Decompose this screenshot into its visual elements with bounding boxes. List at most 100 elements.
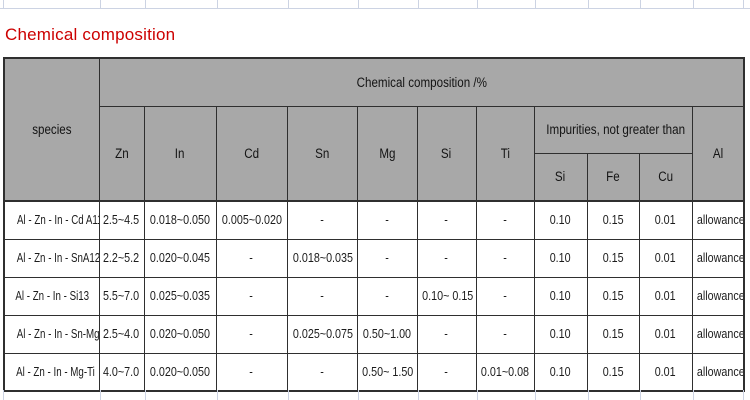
header-si: Si <box>416 105 477 202</box>
spreadsheet-gridline <box>288 0 289 8</box>
header-row-elements: Zn In Cd Sn Mg Si Ti Impurities, not gre… <box>4 105 745 202</box>
header-text: Fe <box>606 169 620 185</box>
cell-imp-si: 0.10 <box>533 200 588 240</box>
header-cd: Cd <box>215 105 288 202</box>
cell-text: 0.005~0.020 <box>221 213 282 228</box>
cell-text: Al - Zn - In - SnA12 <box>16 251 99 265</box>
spreadsheet-gridline <box>693 0 694 8</box>
cell-mg: - <box>356 200 418 240</box>
spreadsheet-gridlines-top <box>0 0 750 9</box>
cell-text: - <box>385 213 389 228</box>
cell-text: allowance <box>696 289 745 303</box>
cell-text: - <box>320 213 324 228</box>
header-imp-fe: Fe <box>586 152 640 202</box>
header-text: species <box>32 122 72 137</box>
cell-text: 4.0~7.0 <box>103 364 140 379</box>
cell-text: 0.020~0.045 <box>149 251 211 265</box>
header-mg: Mg <box>356 105 418 202</box>
header-text: In <box>175 145 185 161</box>
cell-imp-cu: 0.01 <box>638 200 693 240</box>
cell-si: - <box>416 352 477 392</box>
cell-text: 0.10 <box>550 327 571 341</box>
header-species: species <box>3 57 100 202</box>
spreadsheet-gridline <box>477 390 478 400</box>
spreadsheet-gridline <box>288 390 289 400</box>
cell-text: 0.15 <box>602 251 624 265</box>
cell-text: 0.50~ 1.50 <box>361 364 413 379</box>
spreadsheet-gridline <box>743 390 744 400</box>
cell-cd: 0.005~0.020 <box>215 200 288 240</box>
cell-cd: - <box>215 276 288 316</box>
cell-text: 2.5~4.0 <box>103 327 140 341</box>
cell-zn: 2.5~4.0 <box>98 314 145 354</box>
spreadsheet-gridline <box>145 0 146 8</box>
cell-text: - <box>503 251 507 265</box>
cell-text: - <box>444 213 449 228</box>
cell-imp-cu: 0.01 <box>638 314 693 354</box>
cell-text: Al - Zn - In - Cd A11 <box>17 213 99 228</box>
cell-text: 0.50~1.00 <box>362 327 412 341</box>
cell-text: allowance <box>696 364 745 379</box>
cell-al: allowance <box>691 238 745 278</box>
cell-text: - <box>249 327 254 341</box>
cell-ti: - <box>475 314 535 354</box>
header-row-group: species Chemical composition /% <box>3 57 745 202</box>
spreadsheet-gridline <box>3 390 4 400</box>
cell-text: 0.01~0.08 <box>480 364 530 379</box>
cell-text: 0.01 <box>655 327 676 341</box>
cell-text: - <box>503 213 507 228</box>
cell-imp-si: 0.10 <box>533 238 588 278</box>
cell-al: allowance <box>691 352 745 392</box>
cell-cd: - <box>215 314 288 354</box>
header-text: Impurities, not greater than <box>545 122 685 137</box>
cell-imp-cu: 0.01 <box>638 238 693 278</box>
header-text: Ti <box>500 145 510 161</box>
cell-text: allowance <box>696 251 745 265</box>
cell-imp-cu: 0.01 <box>638 276 693 316</box>
cell-text: 0.15 <box>602 213 624 228</box>
cell-text: - <box>444 364 449 379</box>
header-row-impurities: Si Fe Cu <box>4 152 744 202</box>
cell-ti: - <box>475 238 535 278</box>
header-impurities-group: Impurities, not greater than <box>533 105 693 154</box>
cell-text: 0.018~0.050 <box>149 213 211 228</box>
cell-text: 0.01 <box>655 251 676 265</box>
cell-imp-si: 0.10 <box>533 314 588 354</box>
cell-text: - <box>320 364 324 379</box>
cell-text: allowance <box>696 327 745 341</box>
cell-zn: 5.5~7.0 <box>98 276 145 316</box>
header-text: Zn <box>114 145 129 161</box>
cell-cd: - <box>215 238 288 278</box>
table-row: Al - Zn - In - Si13 5.5~7.0 0.025~0.035 … <box>3 276 745 316</box>
cell-al: allowance <box>691 200 745 240</box>
cell-text: 0.10~ 0.15 <box>421 289 473 303</box>
cell-text: 0.020~0.050 <box>149 327 211 341</box>
cell-text: - <box>320 289 324 303</box>
spreadsheet-gridline <box>588 0 589 8</box>
spreadsheet-gridline <box>358 0 359 8</box>
header-zn: Zn <box>98 105 145 202</box>
cell-mg: - <box>356 276 418 316</box>
cell-in: 0.018~0.050 <box>143 200 217 240</box>
header-text: Cu <box>658 169 673 185</box>
cell-ti: - <box>475 276 535 316</box>
cell-imp-fe: 0.15 <box>586 238 640 278</box>
spreadsheet-gridline <box>358 390 359 400</box>
header-text: Al <box>712 145 723 161</box>
cell-text: 0.01 <box>655 213 676 228</box>
cell-text: - <box>503 327 507 341</box>
header-sn: Sn <box>286 105 358 202</box>
cell-text: 0.025~0.075 <box>292 327 353 341</box>
cell-text: 0.10 <box>550 213 571 228</box>
cell-species: Al - Zn - In - Mg-Ti <box>3 352 100 392</box>
cell-text: 0.10 <box>550 251 571 265</box>
cell-mg: 0.50~ 1.50 <box>356 352 418 392</box>
spreadsheet-gridline <box>100 0 101 8</box>
cell-imp-fe: 0.15 <box>586 276 640 316</box>
header-text: Chemical composition /% <box>356 74 487 90</box>
cell-text: - <box>249 289 254 303</box>
cell-text: 0.01 <box>655 364 676 379</box>
spreadsheet-gridline <box>588 390 589 400</box>
header-in: In <box>143 105 217 202</box>
header-text: Si <box>555 169 566 185</box>
